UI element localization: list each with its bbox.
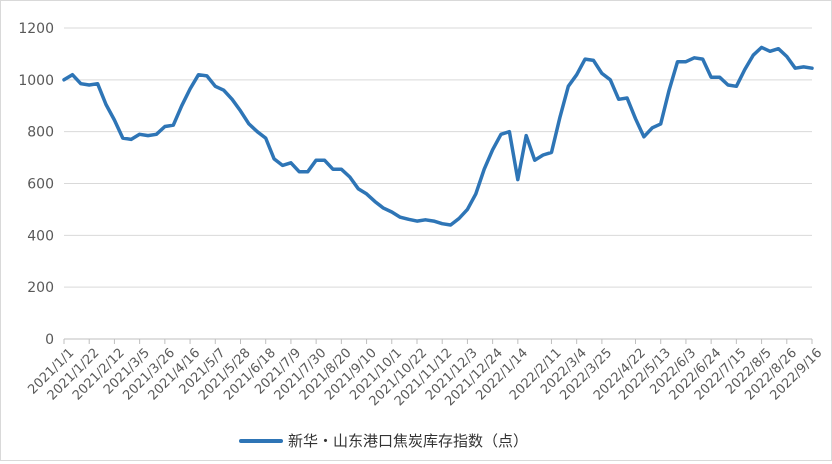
y-axis-tick-labels: 0 200 400 600 800 1000 1200 [18, 21, 54, 348]
y-tick-label: 400 [27, 228, 54, 244]
y-tick-label: 0 [45, 332, 54, 348]
legend: 新华・山东港口焦炭库存指数（点） [239, 432, 528, 450]
y-tick-label: 1000 [18, 73, 54, 89]
y-tick-label: 600 [27, 177, 54, 193]
series-lines [62, 45, 814, 227]
y-tick-label: 1200 [18, 21, 54, 37]
gridlines [64, 27, 812, 288]
legend-label: 新华・山东港口焦炭库存指数（点） [288, 432, 528, 450]
y-tick-label: 800 [27, 125, 54, 141]
x-axis: 2021/1/12021/1/222021/2/122021/3/52021/3… [25, 338, 825, 409]
y-tick-label: 200 [27, 280, 54, 296]
series-line-coke-inventory-index [62, 45, 814, 227]
